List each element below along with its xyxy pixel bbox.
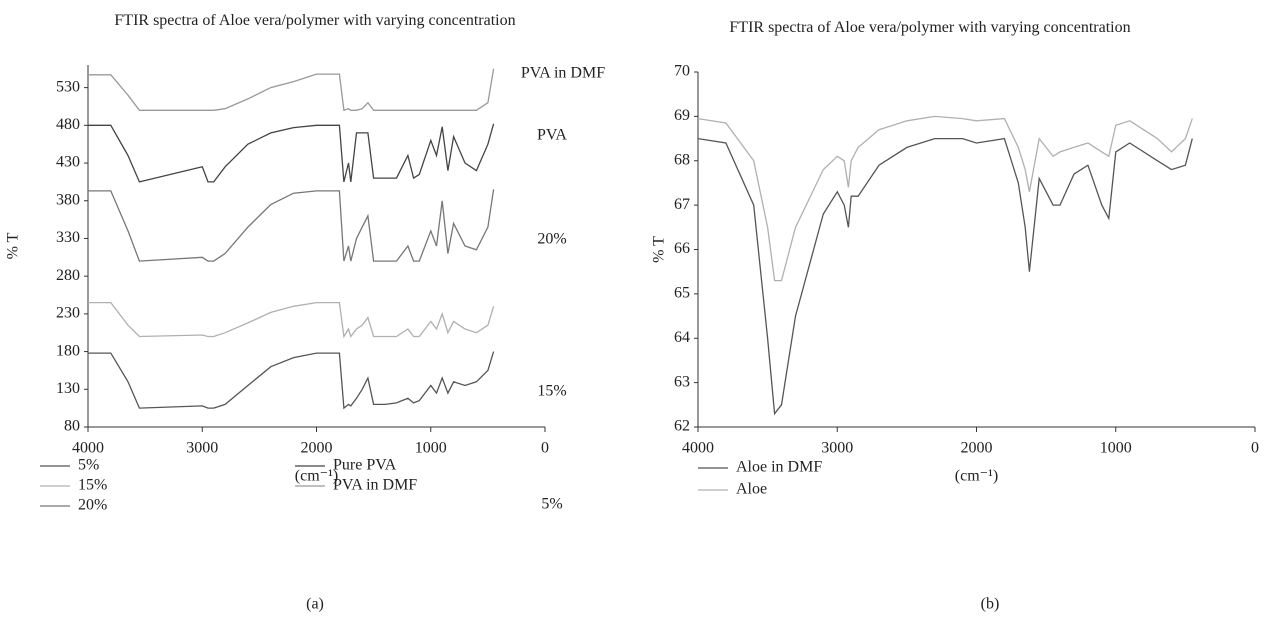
series-line (88, 351, 495, 410)
y-tick-label: 330 (56, 229, 80, 246)
legend-label: Pure PVA (333, 457, 397, 474)
x-tick-label: 0 (541, 440, 549, 457)
y-tick-label: 430 (56, 154, 80, 171)
x-tick-label: 2000 (961, 440, 993, 457)
legend-label: Aloe in DMF (736, 459, 822, 476)
x-tick-label: 1000 (1100, 440, 1132, 457)
x-tick-label: 3000 (186, 440, 218, 457)
series-line (697, 137, 1193, 416)
series-line (88, 189, 495, 262)
annotation: 5% (541, 496, 562, 513)
panel-label: (a) (306, 596, 324, 613)
y-tick-label: 63 (674, 373, 690, 390)
x-axis-label: (cm⁻¹) (295, 468, 338, 485)
x-tick-label: 3000 (821, 440, 853, 457)
y-tick-label: 65 (674, 285, 690, 302)
legend-label: Aloe (736, 481, 767, 498)
annotation: 20% (537, 231, 566, 248)
annotation: 15% (537, 383, 566, 400)
series-line (88, 68, 495, 112)
y-tick-label: 62 (674, 418, 690, 435)
y-tick-label: 66 (674, 240, 690, 257)
series-line (88, 123, 495, 183)
y-tick-label: 69 (674, 107, 690, 124)
chart-title: FTIR spectra of Aloe vera/polymer with v… (729, 19, 1131, 36)
legend-label: 5% (78, 457, 99, 474)
legend-label: 15% (78, 477, 107, 494)
chart-title: FTIR spectra of Aloe vera/polymer with v… (114, 12, 516, 29)
x-tick-label: 2000 (301, 440, 333, 457)
y-tick-label: 64 (674, 329, 690, 346)
y-tick-label: 380 (56, 191, 80, 208)
x-tick-label: 4000 (682, 440, 714, 457)
y-tick-label: 480 (56, 116, 80, 133)
x-tick-label: 1000 (415, 440, 447, 457)
series-line (697, 115, 1193, 282)
y-tick-label: 70 (674, 63, 690, 80)
y-tick-label: 280 (56, 267, 80, 284)
annotation: PVA in DMF (521, 65, 605, 82)
x-tick-label: 4000 (72, 440, 104, 457)
y-tick-label: 130 (56, 380, 80, 397)
x-tick-label: 0 (1251, 440, 1259, 457)
y-axis-label: % T (651, 236, 668, 263)
y-tick-label: 80 (64, 418, 80, 435)
annotation: PVA (537, 127, 567, 144)
y-tick-label: 180 (56, 342, 80, 359)
y-tick-label: 68 (674, 151, 690, 168)
y-tick-label: 230 (56, 305, 80, 322)
panel-label: (b) (981, 596, 1000, 613)
legend-label: PVA in DMF (333, 477, 417, 494)
legend-label: 20% (78, 497, 107, 514)
y-axis-label: % T (5, 232, 22, 259)
series-line (88, 301, 495, 339)
x-axis-label: (cm⁻¹) (955, 468, 998, 485)
y-tick-label: 530 (56, 78, 80, 95)
y-tick-label: 67 (674, 196, 690, 213)
